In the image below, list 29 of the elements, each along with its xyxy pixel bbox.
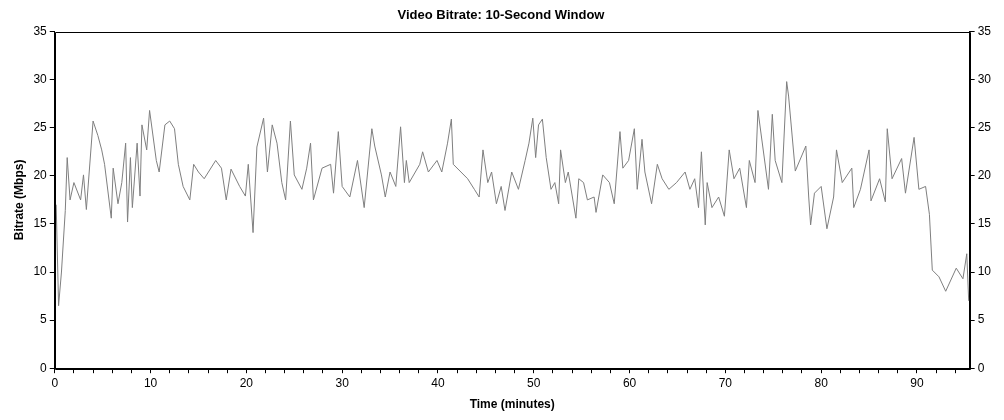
y-axis-title: Bitrate (Mbps)	[11, 159, 26, 241]
y-tick-label: 30	[33, 72, 48, 86]
y2-tick-label: 20	[977, 168, 992, 183]
x-tick-label: 70	[718, 375, 733, 390]
x-tick-label: 80	[814, 375, 829, 390]
x-tick-label: 90	[910, 375, 924, 390]
y-tick-label: 35	[33, 23, 48, 38]
y2-tick-label: 30	[977, 72, 992, 86]
y2-tick-label: 0	[977, 360, 985, 375]
x-tick-label: 30	[335, 375, 350, 390]
y2-tick-label: 35	[977, 23, 992, 38]
y-tick-label: 5	[40, 312, 48, 327]
x-tick-label: 0	[51, 375, 59, 390]
y-tick-label: 20	[33, 168, 48, 183]
x-tick-label: 20	[239, 375, 254, 390]
y2-tick-label: 10	[977, 264, 992, 279]
y-tick-label: 15	[33, 216, 48, 231]
x-tick-label: 60	[622, 375, 637, 390]
y2-tick-label: 15	[977, 216, 992, 231]
chart-title: Video Bitrate: 10-Second Window	[397, 7, 606, 23]
y2-tick-label: 5	[977, 312, 985, 327]
y-tick-label: 0	[40, 360, 48, 375]
x-axis-title: Time (minutes)	[469, 397, 555, 412]
y-tick-label: 10	[33, 264, 48, 279]
x-tick-label: 50	[527, 375, 541, 390]
x-tick-label: 10	[143, 375, 158, 390]
x-tick-label: 40	[431, 375, 445, 390]
y2-tick-label: 25	[977, 120, 992, 135]
y-tick-label: 25	[33, 120, 48, 135]
